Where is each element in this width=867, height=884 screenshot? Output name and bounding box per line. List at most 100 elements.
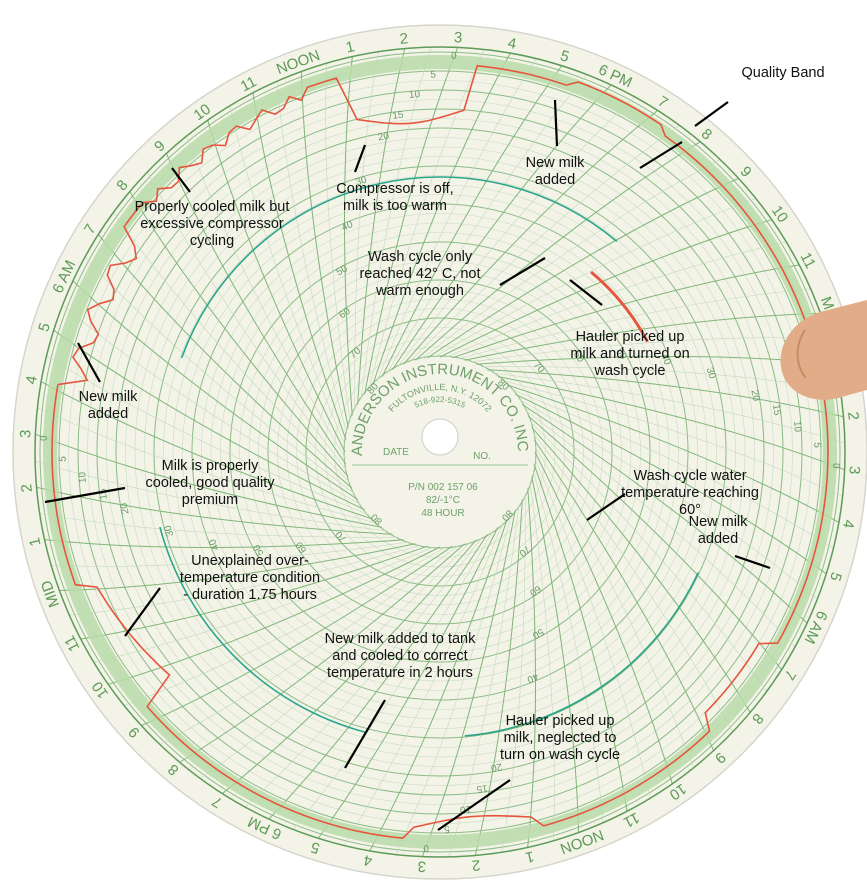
minor-circle [172,184,708,720]
scale-label: 10 [791,421,803,433]
hour-arc [300,71,349,428]
outer-ring [34,46,846,858]
hour-arc [458,288,811,360]
hour-arc [531,427,751,713]
leader-line [734,554,771,570]
hour-label: 3 [454,29,463,46]
minor-circle [239,251,641,653]
scale-label: 40 [525,670,540,685]
hour-arc [501,494,526,853]
date-label: DATE [383,447,409,458]
scale-circle [115,127,765,777]
scale-label: 30 [354,174,368,188]
hour-arc [392,84,612,371]
annotation-line: Properly cooled milk but [135,199,290,215]
hour-arc [98,234,353,489]
hour-label: 4 [839,518,857,529]
minor-circle [334,346,546,558]
scale-label: 30 [512,716,526,730]
scale-circle [267,279,613,625]
hour-arc [72,280,359,500]
scale-label: 10 [409,89,421,101]
hour-arc [35,433,383,528]
hour-arc [421,509,516,857]
hour-arc [415,141,701,361]
annotation: New milk added [689,514,749,547]
hour-label: 3 [417,857,426,874]
hour-arc [372,52,511,385]
hour-arc [369,519,508,852]
hour-arc [200,541,471,779]
annotation: New milk added [79,389,139,422]
scale-label: 50 [614,347,629,362]
hour-label: 4 [362,851,373,869]
annotation-line: Hauler picked up [576,329,685,345]
hour-label: 2 [399,30,409,48]
hour-arc [179,543,465,763]
traces [51,64,829,840]
scale-circle [305,317,575,587]
annotation: New milk added [526,155,586,188]
scale-label: 15 [392,110,405,122]
minor-circle [201,213,679,691]
scale-label: 5 [58,456,69,462]
center-hole [421,418,459,456]
minor-circle [277,289,603,615]
annotation-line: wash cycle [594,363,666,379]
part-number: P/N 002 157 06 [408,482,478,493]
hour-arc [44,539,404,549]
scale-label: 50 [251,542,266,557]
scale-label: 0 [451,51,457,62]
leader-line [499,257,546,286]
hour-arc [53,329,365,511]
hour-arc [518,398,818,600]
hour-arc [124,546,447,706]
annotation: Unexplained over-temperature condition - … [180,553,320,603]
scale-circle [58,70,822,834]
minor-circle [220,232,660,672]
hour-arc [395,514,512,855]
scale-label: 15 [98,487,110,500]
hour-arc [113,212,351,483]
hour-label: 4 [23,374,41,385]
hour-arc [276,81,348,434]
hour-arc [186,136,346,459]
hour-arc [464,312,821,361]
hour-label: 10 [89,678,112,701]
scale-label: 20 [377,131,390,144]
scale-label: 50 [335,263,350,278]
hour-arc [360,47,432,400]
hour-arc [492,372,845,444]
hour-arc [35,460,388,532]
minor-circle [258,270,622,634]
scale-label: 5 [430,70,436,81]
annotation: Quality Band [741,65,824,81]
hour-arc [521,404,808,624]
hour-arc [147,171,348,471]
hour-label: 2 [844,411,862,421]
scale-label: 40 [658,352,673,367]
hour-arc [108,546,441,685]
hour-label: 11 [797,250,819,272]
annotation-line: excessive compressor [140,216,284,232]
scale-label: 10 [77,471,89,483]
hour-arc [354,51,379,410]
hour-arc [397,96,636,367]
leader-line [353,144,367,173]
minor-circle [134,146,746,758]
scale-label: 10 [459,803,471,815]
scale-label: 20 [119,502,132,515]
hour-label: 1 [344,38,356,56]
hour-arc [452,264,800,359]
hour-label: 10 [666,780,689,803]
hour-label: 11 [61,633,83,655]
annotation-line: 60° [679,502,701,518]
hour-label: 4 [506,35,517,53]
hour-arc [93,546,434,663]
hour-arc [427,177,739,359]
annotation-line: added [698,531,738,547]
hour-arc [39,513,398,538]
hour-arc [222,539,477,794]
thumb [780,300,867,400]
scale-circle [229,241,651,663]
